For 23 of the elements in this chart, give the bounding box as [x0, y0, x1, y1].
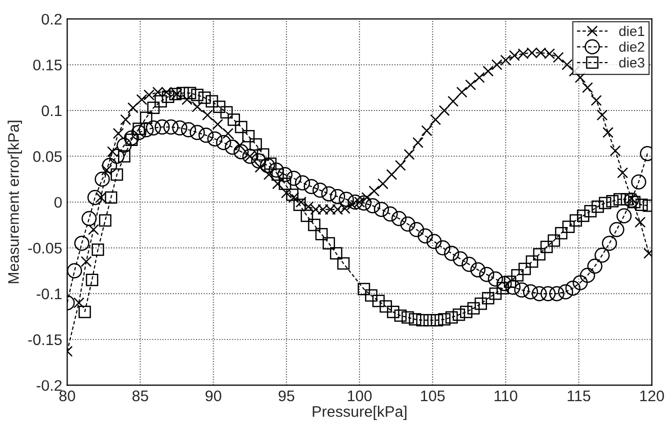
y-tick-label: -0.2: [36, 380, 62, 391]
x-tick-label: 115: [568, 390, 590, 402]
y-tick-label: 0.1: [42, 105, 62, 116]
y-tick-label: -0.05: [28, 242, 62, 254]
legend-label: die3: [619, 57, 644, 68]
y-tick-label: 0.15: [33, 60, 62, 70]
legend-label: die1: [619, 26, 644, 36]
x-tick-label: 110: [494, 390, 518, 402]
x-tick-label: 105: [421, 390, 445, 402]
x-tick-label: 90: [206, 390, 222, 402]
y-tick-label: -0.1: [36, 288, 62, 300]
y-tick-label: -0.15: [28, 334, 62, 346]
legend-label: die2: [619, 42, 644, 52]
x-tick-label: 120: [640, 390, 664, 402]
y-tick-label: 0: [54, 196, 62, 208]
x-tick-label: 100: [348, 390, 372, 402]
x-axis-title: Pressure[kPa]: [312, 406, 406, 420]
y-axis-title: Measurement error[kPa]: [8, 120, 22, 284]
x-tick-label: 85: [132, 390, 148, 402]
y-tick-label: 0.2: [42, 14, 62, 25]
y-tick-label: 0.05: [33, 151, 62, 162]
x-tick-label: 80: [59, 390, 76, 402]
x-tick-label: 95: [278, 390, 294, 402]
